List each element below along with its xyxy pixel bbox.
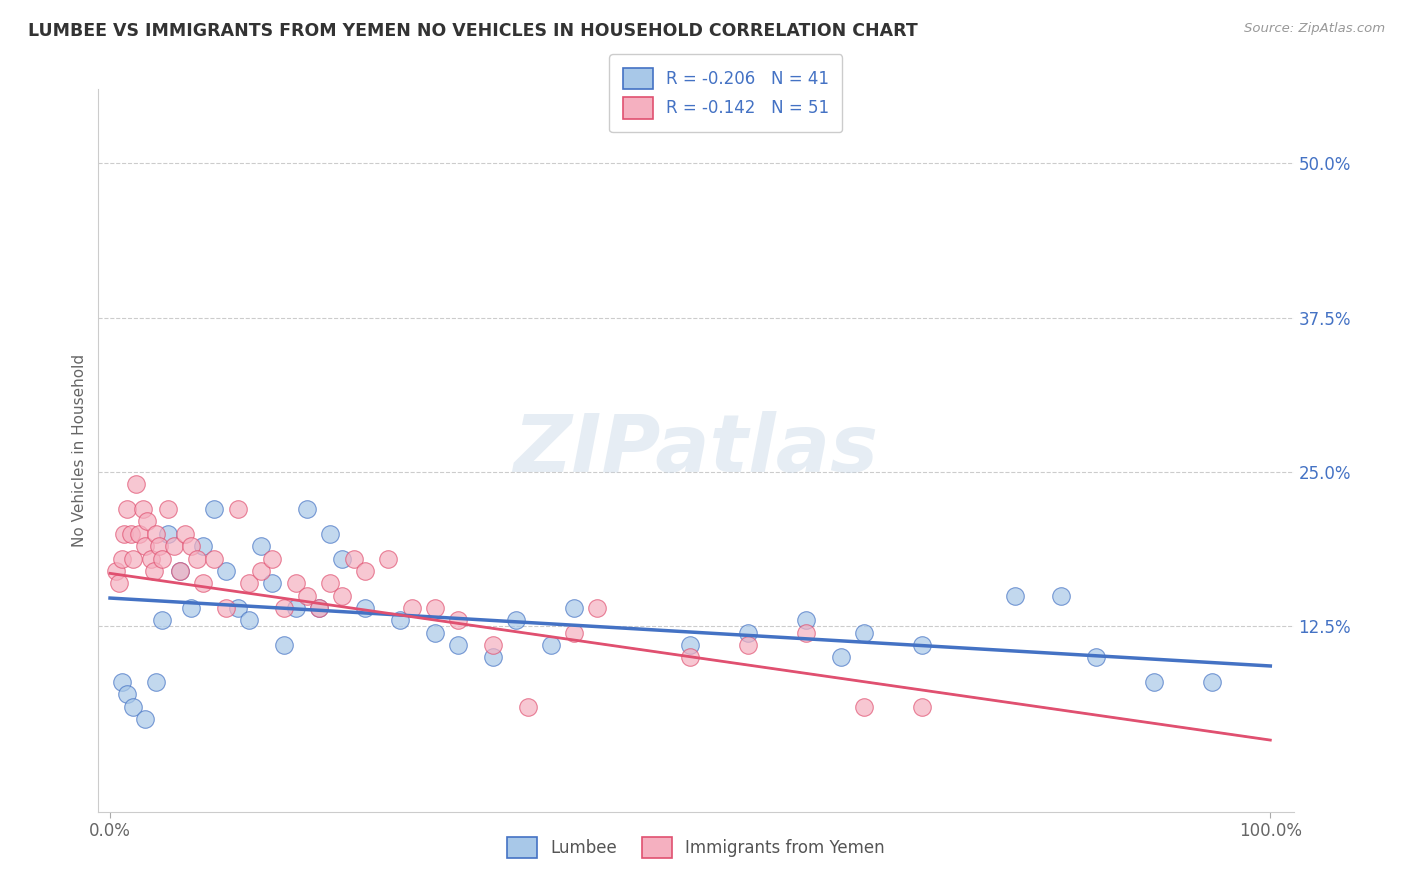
Point	[238, 576, 260, 591]
Point	[186, 551, 208, 566]
Point	[180, 539, 202, 553]
Point	[174, 526, 197, 541]
Point	[169, 564, 191, 578]
Point	[482, 650, 505, 665]
Point	[1004, 589, 1026, 603]
Legend: Lumbee, Immigrants from Yemen: Lumbee, Immigrants from Yemen	[501, 830, 891, 865]
Point	[145, 675, 167, 690]
Point	[180, 601, 202, 615]
Point	[111, 675, 134, 690]
Point	[191, 539, 214, 553]
Point	[794, 613, 817, 627]
Point	[226, 601, 249, 615]
Point	[108, 576, 131, 591]
Point	[330, 589, 353, 603]
Point	[104, 564, 127, 578]
Point	[562, 601, 585, 615]
Point	[169, 564, 191, 578]
Point	[284, 576, 307, 591]
Point	[737, 625, 759, 640]
Point	[505, 613, 527, 627]
Point	[679, 638, 702, 652]
Point	[562, 625, 585, 640]
Point	[122, 699, 145, 714]
Point	[297, 502, 319, 516]
Text: ZIPatlas: ZIPatlas	[513, 411, 879, 490]
Point	[853, 699, 876, 714]
Point	[284, 601, 307, 615]
Point	[143, 564, 166, 578]
Point	[423, 625, 446, 640]
Point	[215, 601, 238, 615]
Point	[273, 638, 295, 652]
Point	[853, 625, 876, 640]
Point	[134, 539, 156, 553]
Point	[586, 601, 609, 615]
Point	[273, 601, 295, 615]
Point	[377, 551, 399, 566]
Text: Source: ZipAtlas.com: Source: ZipAtlas.com	[1244, 22, 1385, 36]
Point	[319, 526, 342, 541]
Point	[250, 564, 273, 578]
Point	[330, 551, 353, 566]
Point	[124, 477, 146, 491]
Point	[112, 526, 135, 541]
Text: LUMBEE VS IMMIGRANTS FROM YEMEN NO VEHICLES IN HOUSEHOLD CORRELATION CHART: LUMBEE VS IMMIGRANTS FROM YEMEN NO VEHIC…	[28, 22, 918, 40]
Point	[343, 551, 366, 566]
Point	[150, 613, 173, 627]
Point	[389, 613, 412, 627]
Point	[262, 551, 284, 566]
Point	[128, 526, 150, 541]
Point	[136, 515, 159, 529]
Point	[308, 601, 330, 615]
Point	[157, 502, 180, 516]
Point	[354, 564, 377, 578]
Y-axis label: No Vehicles in Household: No Vehicles in Household	[72, 354, 87, 547]
Point	[250, 539, 273, 553]
Point	[423, 601, 446, 615]
Point	[204, 502, 226, 516]
Point	[157, 526, 180, 541]
Point	[226, 502, 249, 516]
Point	[297, 589, 319, 603]
Point	[1143, 675, 1166, 690]
Point	[191, 576, 214, 591]
Point	[447, 638, 470, 652]
Point	[204, 551, 226, 566]
Point	[150, 551, 173, 566]
Point	[122, 551, 145, 566]
Point	[134, 712, 156, 726]
Point	[911, 638, 934, 652]
Point	[215, 564, 238, 578]
Point	[679, 650, 702, 665]
Point	[401, 601, 423, 615]
Point	[1201, 675, 1223, 690]
Point	[447, 613, 470, 627]
Point	[131, 502, 153, 516]
Point	[139, 551, 162, 566]
Point	[482, 638, 505, 652]
Point	[830, 650, 852, 665]
Point	[145, 526, 167, 541]
Point	[163, 539, 186, 553]
Point	[911, 699, 934, 714]
Point	[148, 539, 170, 553]
Point	[540, 638, 562, 652]
Point	[737, 638, 759, 652]
Point	[319, 576, 342, 591]
Point	[117, 502, 139, 516]
Point	[238, 613, 260, 627]
Point	[516, 699, 538, 714]
Point	[262, 576, 284, 591]
Point	[308, 601, 330, 615]
Point	[111, 551, 134, 566]
Point	[1050, 589, 1073, 603]
Point	[354, 601, 377, 615]
Point	[117, 687, 139, 701]
Point	[120, 526, 142, 541]
Point	[1085, 650, 1108, 665]
Point	[794, 625, 817, 640]
